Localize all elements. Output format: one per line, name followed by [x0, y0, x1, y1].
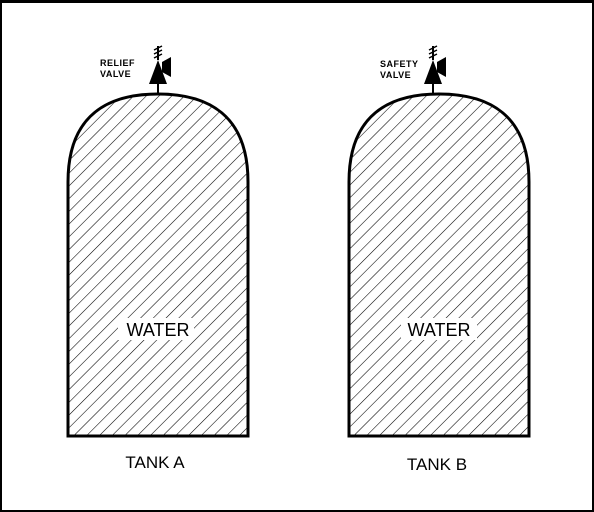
tank-b-label: TANK B — [407, 455, 467, 474]
tank-a-body — [66, 92, 250, 438]
tank-b-body — [347, 92, 531, 438]
tank-a-content-label: WATER — [127, 320, 190, 340]
tank-b-content-label: WATER — [408, 320, 471, 340]
tank-a-valve-label-line2: VALVE — [100, 69, 131, 79]
tank-a-label: TANK A — [125, 453, 185, 472]
tank-b-valve-label-line1: SAFETY — [380, 59, 419, 69]
top-edge — [0, 0, 594, 3]
tank-b-content-label-bg — [401, 318, 477, 340]
valve-icon — [424, 45, 446, 94]
tank-a-valve-label-line1: RELIEF — [100, 58, 135, 68]
tank-a-content-label-bg — [118, 318, 194, 340]
tank-b: SAFETY VALVE WATER TANK B — [347, 45, 531, 474]
tank-b-valve-label-line2: VALVE — [380, 70, 411, 80]
valve-icon — [149, 45, 171, 94]
tank-a: RELIEF VALVE WATER TANK A — [66, 45, 250, 472]
